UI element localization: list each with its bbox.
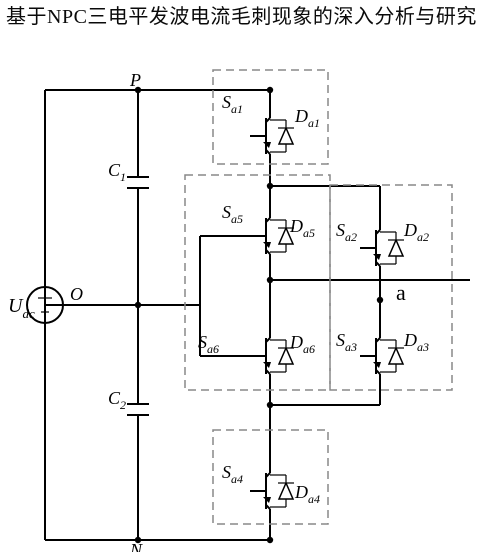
svg-text:Udc: Udc	[8, 295, 35, 321]
phase-leg-main	[250, 90, 294, 540]
svg-text:Sa6: Sa6	[198, 332, 219, 356]
svg-text:Sa1: Sa1	[222, 92, 243, 116]
capacitor-leg	[127, 87, 149, 543]
svg-text:Da1: Da1	[294, 106, 320, 130]
svg-text:Da6: Da6	[289, 332, 315, 356]
svg-text:Sa3: Sa3	[336, 330, 357, 354]
label-n: N	[129, 540, 143, 552]
label-p: P	[129, 70, 141, 90]
switch-sa4	[250, 465, 294, 517]
switch-sa2	[360, 222, 404, 274]
svg-text:C2: C2	[108, 388, 126, 412]
svg-text:Da3: Da3	[403, 330, 429, 354]
label-a-node: a	[396, 280, 406, 305]
svg-text:Sa5: Sa5	[222, 202, 243, 226]
label-o: O	[70, 284, 83, 304]
svg-text:Da4: Da4	[294, 482, 320, 506]
switch-sa3	[360, 330, 404, 382]
labels: Udc P N O C1 C2 a Sa1 Da1 Sa5 Da5 Sa6 Da…	[8, 70, 429, 552]
switch-sa1	[250, 110, 294, 162]
svg-text:Sa4: Sa4	[222, 462, 243, 486]
svg-text:Da5: Da5	[289, 216, 315, 240]
neutral-clamp-link	[200, 236, 250, 356]
circuit-diagram: Udc P N O C1 C2 a Sa1 Da1 Sa5 Da5 Sa6 Da…	[0, 0, 500, 552]
svg-text:C1: C1	[108, 160, 126, 184]
module-clamp	[185, 175, 330, 390]
svg-text:Da2: Da2	[403, 220, 429, 244]
module-outlines	[185, 70, 452, 524]
svg-text:Sa2: Sa2	[336, 220, 357, 244]
switch-sa6	[250, 330, 294, 382]
switch-sa5	[250, 210, 294, 262]
